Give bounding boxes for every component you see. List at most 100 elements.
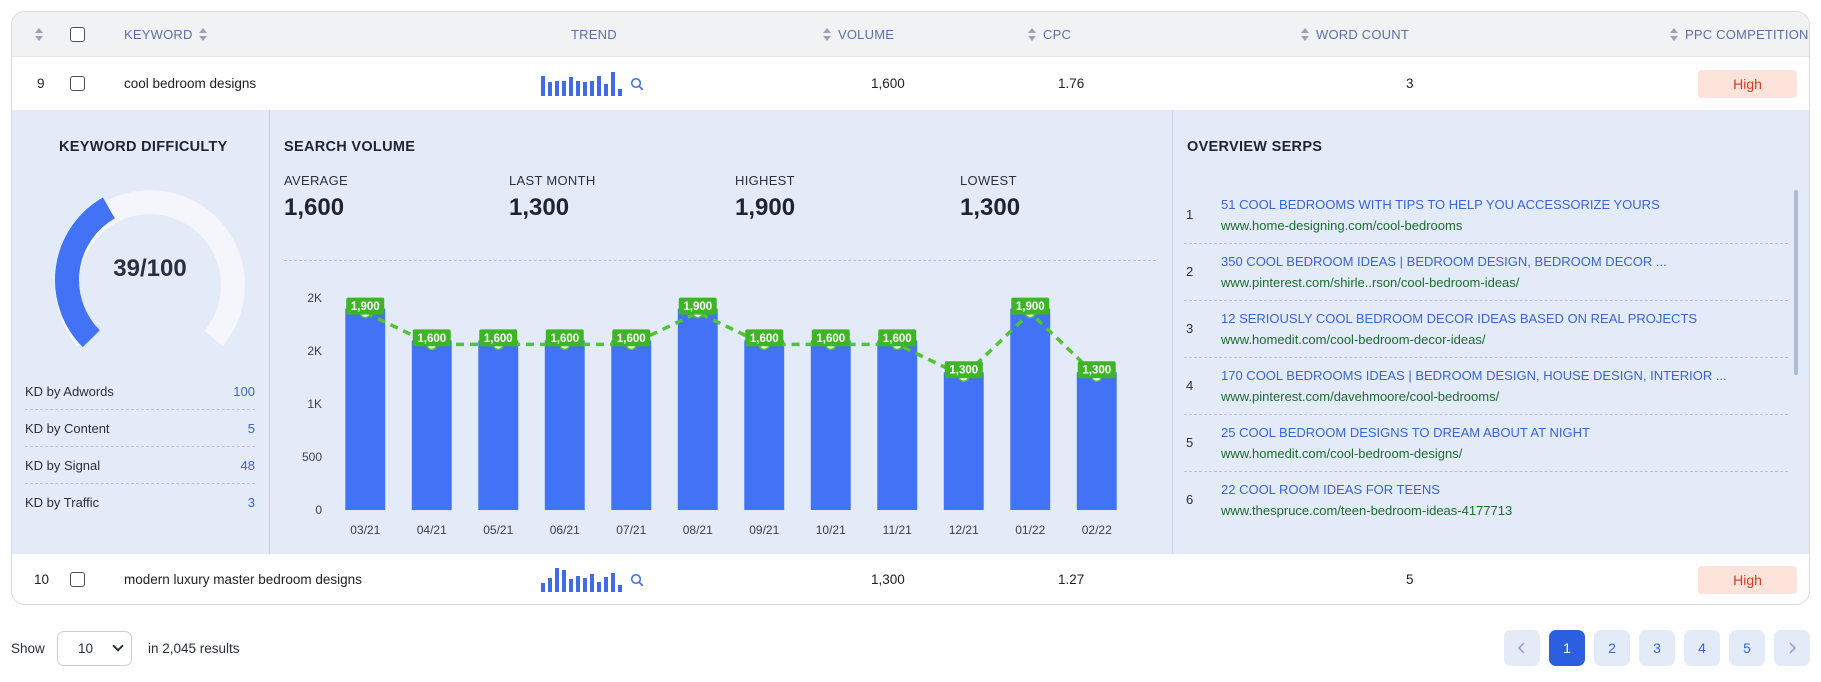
cpc-cell: 1.27 [1058,572,1085,587]
data-label: 1,600 [750,333,779,345]
trend-bar [611,573,615,592]
serp-rank: 6 [1186,492,1194,507]
trend-bar [618,89,622,96]
page-button-2[interactable]: 2 [1594,630,1630,666]
magnifier-icon[interactable] [630,573,644,587]
row-checkbox[interactable] [70,572,85,587]
sort-index-button[interactable] [35,12,44,57]
trend-bar [569,77,573,96]
stat-average: AVERAGE 1,600 [284,173,348,222]
keyword-difficulty-title: KEYWORD DIFFICULTY [59,139,228,155]
column-word-count[interactable]: WORD COUNT [1301,12,1409,57]
kd-traffic-value: 3 [247,495,255,510]
panel-divider [269,110,270,554]
serp-rank: 3 [1186,321,1194,336]
data-label: 1,900 [683,301,712,313]
sort-icon [1028,28,1037,41]
volume-cell: 1,300 [871,572,905,587]
kd-content-value: 5 [247,420,255,436]
x-tick-label: 04/21 [417,523,447,537]
table-row[interactable]: 10 modern luxury master bedroom designs … [12,554,1809,604]
stat-last-month-label: LAST MONTH [509,173,596,188]
serp-item[interactable]: 4 170 COOL BEDROOMS IDEAS | BEDROOM DESI… [1184,358,1788,415]
page-button-3[interactable]: 3 [1639,630,1675,666]
trend-bar [583,578,587,592]
column-volume-label: VOLUME [838,27,895,42]
trend-bar [576,81,580,96]
trend-bar [597,582,601,592]
page-button-5[interactable]: 5 [1729,630,1765,666]
prev-page-button[interactable] [1504,630,1540,666]
trend-bar [541,583,545,592]
volume-bar [478,340,519,510]
data-label-box [412,329,451,347]
data-label: 1,600 [617,333,646,345]
serp-title-link[interactable]: 170 COOL BEDROOMS IDEAS | BEDROOM DESIGN… [1221,368,1727,383]
x-tick-label: 12/21 [949,523,979,537]
page-button-4[interactable]: 4 [1684,630,1720,666]
chevron-down-icon [112,640,124,652]
serp-title-link[interactable]: 12 SERIOUSLY COOL BEDROOM DECOR IDEAS BA… [1221,311,1698,326]
serp-url: www.pinterest.com/shirle..rson/cool-bedr… [1221,275,1520,290]
kd-traffic-label: KD by Traffic [25,495,100,510]
word-count-cell: 5 [1406,572,1414,587]
row-checkbox[interactable] [70,76,85,91]
serp-rank: 4 [1186,378,1194,393]
serp-url: www.homedit.com/cool-bedroom-designs/ [1221,446,1463,461]
keyword-cell[interactable]: cool bedroom designs [124,76,257,91]
trend-bar [611,72,615,96]
column-trend-label: TREND [571,27,617,42]
serp-title-link[interactable]: 51 COOL BEDROOMS WITH TIPS TO HELP YOU A… [1221,197,1660,212]
ppc-competition-badge: High [1698,70,1797,98]
next-page-button[interactable] [1774,630,1810,666]
x-tick-label: 05/21 [483,523,513,537]
x-tick-label: 06/21 [550,523,580,537]
kd-content-row: KD by Content 5 [25,410,255,447]
trend-bar [590,574,594,592]
serp-title-link[interactable]: 350 COOL BEDROOM IDEAS | BEDROOM DESIGN,… [1221,254,1667,269]
keyword-table: KEYWORD TREND VOLUME CPC WORD COUNT PPC … [11,11,1810,605]
serp-title-link[interactable]: 22 COOL ROOM IDEAS FOR TEENS [1221,482,1440,497]
y-tick-label: 0 [315,503,322,517]
trend-bar [569,579,573,592]
keyword-details-panel: KEYWORD DIFFICULTY 39/100 KD by Adwords … [12,110,1809,554]
search-volume-title: SEARCH VOLUME [284,139,416,155]
keyword-cell[interactable]: modern luxury master bedroom designs [124,572,362,587]
column-volume[interactable]: VOLUME [823,12,894,57]
data-label: 1,600 [550,333,579,345]
column-keyword[interactable]: KEYWORD [124,12,208,57]
serp-item[interactable]: 1 51 COOL BEDROOMS WITH TIPS TO HELP YOU… [1184,187,1788,244]
word-count-cell: 3 [1406,76,1414,91]
kd-breakdown-list: KD by Adwords 100 KD by Content 5 KD by … [25,373,255,521]
kd-content-label: KD by Content [25,420,110,436]
data-label-box [346,297,385,315]
column-ppc-competition[interactable]: PPC COMPETITION [1670,12,1809,57]
results-count: in 2,045 results [148,641,240,656]
ppc-competition-badge: High [1698,566,1797,594]
x-tick-label: 03/21 [350,523,380,537]
serp-scrollbar[interactable] [1794,190,1798,375]
stat-last-month-value: 1,300 [509,194,570,221]
cpc-cell: 1.76 [1058,76,1085,91]
trend-bar [604,84,608,96]
sort-icon [1301,28,1310,41]
chevron-left-icon [1517,642,1525,654]
serp-item[interactable]: 6 22 COOL ROOM IDEAS FOR TEENS www.thesp… [1184,472,1788,519]
column-cpc[interactable]: CPC [1028,12,1071,57]
serp-item[interactable]: 2 350 COOL BEDROOM IDEAS | BEDROOM DESIG… [1184,244,1788,301]
data-label: 1,900 [351,301,380,313]
keyword-difficulty-gauge [55,190,245,348]
serp-item[interactable]: 3 12 SERIOUSLY COOL BEDROOM DECOR IDEAS … [1184,301,1788,358]
page-size-select[interactable]: 10 [57,631,132,666]
serp-title-link[interactable]: 25 COOL BEDROOM DESIGNS TO DREAM ABOUT A… [1221,425,1590,440]
column-keyword-label: KEYWORD [124,27,193,42]
serp-item[interactable]: 5 25 COOL BEDROOM DESIGNS TO DREAM ABOUT… [1184,415,1788,472]
magnifier-icon[interactable] [630,77,644,91]
data-label-box [811,329,850,347]
serp-url: www.home-designing.com/cool-bedrooms [1221,218,1463,233]
select-all-checkbox[interactable] [70,27,85,42]
data-label: 1,600 [883,333,912,345]
page-button-1[interactable]: 1 [1549,630,1585,666]
sort-icon [35,28,44,41]
table-row[interactable]: 9 cool bedroom designs 1,600 1.76 3 High [12,58,1809,110]
